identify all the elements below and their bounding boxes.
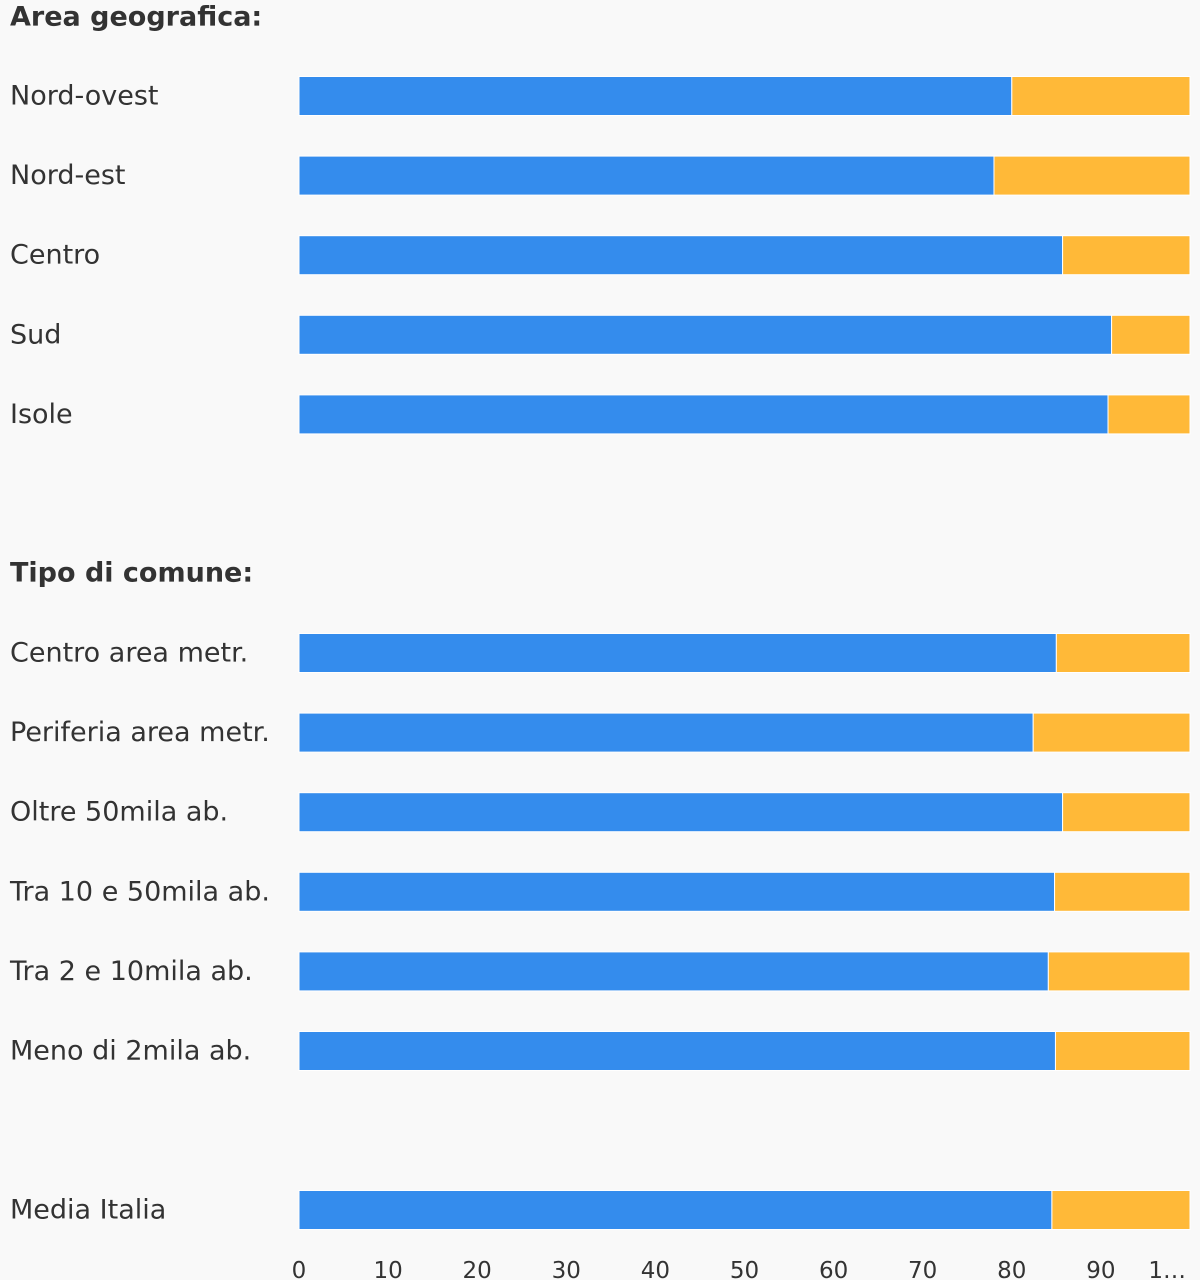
bar-segment-blue [298, 792, 1064, 833]
bar-segment-orange [1054, 871, 1191, 912]
bar-segment-blue [298, 76, 1013, 116]
x-tick-label: 20 [463, 1258, 492, 1280]
row-label: Media Italia [10, 1195, 166, 1226]
group-header: Area geografica: [10, 2, 262, 33]
row-label: Isole [10, 399, 73, 430]
bar-segment-blue [298, 871, 1056, 912]
x-tick-label: 90 [1086, 1258, 1115, 1280]
bars [298, 76, 1191, 1230]
bar-segment-blue [298, 155, 995, 196]
row-label: Centro area metr. [10, 638, 248, 669]
row-labels: Nord-ovest Nord-est Centro Sud Isole Centro a… [9, 81, 270, 1226]
row-label: Centro [10, 240, 100, 271]
row-label: Sud [10, 319, 61, 350]
bar-segment-orange [1107, 394, 1191, 435]
row-label: Meno di 2mila ab. [10, 1036, 251, 1067]
row-label: Tra 2 e 10mila ab. [9, 956, 253, 987]
row-label: Nord-ovest [10, 81, 159, 112]
x-tick-label: 50 [730, 1258, 759, 1280]
x-tick-label: 10 [373, 1258, 402, 1280]
group-header: Tipo di comune: [10, 558, 253, 589]
x-tick-label: 30 [552, 1258, 581, 1280]
x-axis-ticks: 0 10 20 30 40 50 60 70 80 90 1… [292, 1258, 1186, 1280]
x-tick-label: 70 [908, 1258, 937, 1280]
bar-segment-blue [298, 712, 1034, 753]
row-label: Nord-est [10, 160, 126, 191]
bar-segment-blue [298, 314, 1113, 355]
bar-segment-blue [298, 1190, 1053, 1230]
bar-segment-orange [1011, 76, 1191, 116]
x-tick-label: 60 [819, 1258, 848, 1280]
bar-segment-orange [1054, 1031, 1191, 1071]
bar-segment-blue [298, 633, 1057, 673]
bar-segment-orange [993, 155, 1191, 196]
x-tick-label: 80 [997, 1258, 1026, 1280]
bar-segment-blue [298, 1031, 1056, 1071]
bar-segment-blue [298, 951, 1049, 992]
bar-segment-orange [1047, 951, 1191, 992]
bar-segment-orange [1062, 235, 1191, 276]
bar-segment-orange [1032, 712, 1191, 753]
bar-segment-orange [1055, 633, 1191, 673]
row-label: Tra 10 e 50mila ab. [9, 876, 270, 907]
row-label: Periferia area metr. [10, 717, 270, 748]
bar-segment-orange [1051, 1190, 1191, 1230]
bar-segment-blue [298, 394, 1109, 435]
row-label: Oltre 50mila ab. [10, 797, 228, 828]
x-tick-label: 1… [1148, 1258, 1186, 1280]
x-tick-label: 0 [292, 1258, 307, 1280]
bar-segment-orange [1111, 314, 1191, 355]
bar-segment-blue [298, 235, 1064, 276]
x-tick-label: 40 [641, 1258, 670, 1280]
bar-segment-orange [1062, 792, 1191, 833]
group-headers: Area geografica: Tipo di comune: [10, 2, 262, 589]
